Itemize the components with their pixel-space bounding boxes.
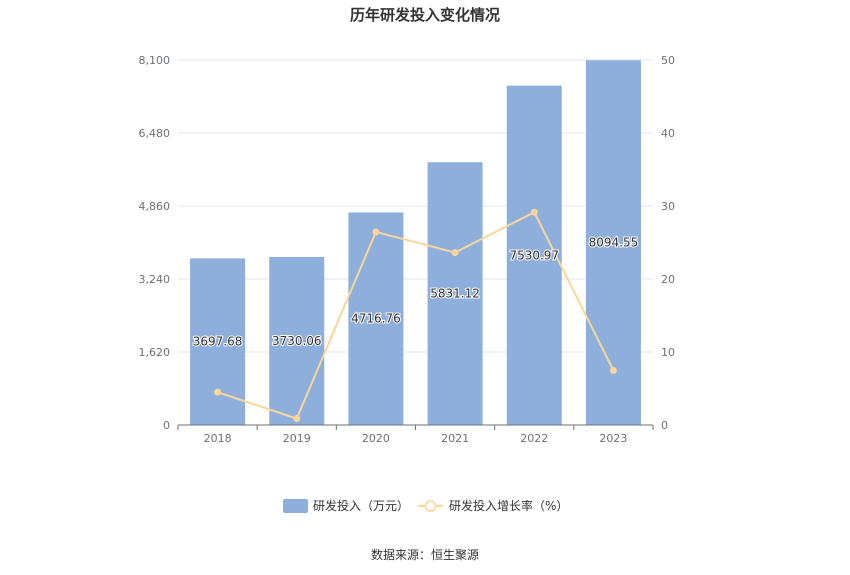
line-point[interactable]: [609, 366, 617, 374]
y-right-tick-label: 50: [661, 54, 675, 67]
line-series: [214, 208, 617, 423]
chart-title: 历年研发投入变化情况: [350, 6, 500, 24]
y-left-tick-label: 6,480: [139, 127, 171, 140]
legend-line-label[interactable]: 研发投入增长率（%）: [449, 498, 568, 513]
x-tick-label: 2021: [441, 432, 469, 445]
bar-data-label: 8094.55: [589, 236, 639, 250]
line-point[interactable]: [451, 249, 459, 257]
y-right-tick-label: 20: [661, 273, 675, 286]
bar[interactable]: [269, 256, 325, 425]
y-left-tick-label: 1,620: [139, 346, 171, 359]
bar-data-label: 7530.97: [509, 248, 559, 262]
bar-data-label: 3730.06: [272, 334, 322, 348]
legend-line-marker: [424, 500, 437, 512]
line-point[interactable]: [214, 388, 222, 396]
legend: 研发投入（万元） 研发投入增长率（%）: [283, 498, 568, 513]
y-right-tick-label: 30: [661, 200, 675, 213]
bar-data-label: 3697.68: [193, 335, 243, 349]
line-point[interactable]: [372, 228, 380, 236]
y-left-tick-label: 4,860: [139, 200, 171, 213]
y-right-tick-label: 40: [661, 127, 675, 140]
x-tick-label: 2018: [204, 432, 232, 445]
bar-data-label: 4716.76: [351, 312, 401, 326]
growth-rate-line: [217, 210, 615, 420]
x-tick-label: 2022: [520, 432, 548, 445]
y-left-tick-label: 3,240: [139, 273, 171, 286]
bar-series: [190, 60, 641, 426]
right-axis: 0 10 20 30 40 50: [661, 54, 675, 432]
left-axis: 0 1,620 3,240 4,860 6,480 8,100: [139, 54, 171, 432]
bar[interactable]: [506, 85, 562, 425]
x-tick-label: 2019: [283, 432, 311, 445]
data-labels: 3697.68 3730.06 4716.76 5831.12 7530.97 8094.…: [192, 235, 639, 350]
bar[interactable]: [427, 162, 483, 425]
line-point[interactable]: [293, 415, 301, 423]
source-note: 数据来源：恒生聚源: [371, 547, 479, 562]
legend-bar-label[interactable]: 研发投入（万元）: [313, 498, 409, 513]
grid-lines: [178, 59, 653, 353]
line-point[interactable]: [530, 208, 538, 216]
legend-bar-swatch[interactable]: [283, 499, 308, 513]
x-tick-label: 2020: [362, 432, 390, 445]
bar[interactable]: [585, 60, 641, 426]
y-left-tick-label: 8,100: [139, 54, 171, 67]
x-axis: 2018 2019 2020 2021 2022 2023: [177, 424, 654, 445]
y-left-tick-label: 0: [163, 419, 170, 432]
y-right-tick-label: 10: [661, 346, 675, 359]
bar-data-label: 5831.12: [430, 287, 480, 301]
y-right-tick-label: 0: [661, 419, 668, 432]
bar[interactable]: [348, 212, 404, 425]
x-tick-label: 2023: [599, 432, 627, 445]
